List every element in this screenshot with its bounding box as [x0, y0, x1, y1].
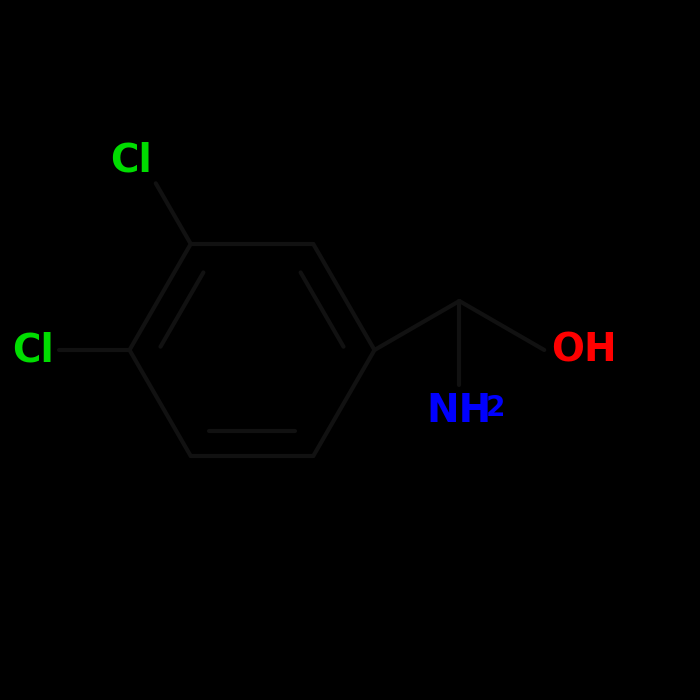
Text: Cl: Cl [111, 142, 153, 180]
Text: Cl: Cl [12, 331, 54, 369]
Text: OH: OH [551, 331, 617, 369]
Text: NH: NH [427, 392, 492, 430]
Text: 2: 2 [486, 394, 505, 422]
